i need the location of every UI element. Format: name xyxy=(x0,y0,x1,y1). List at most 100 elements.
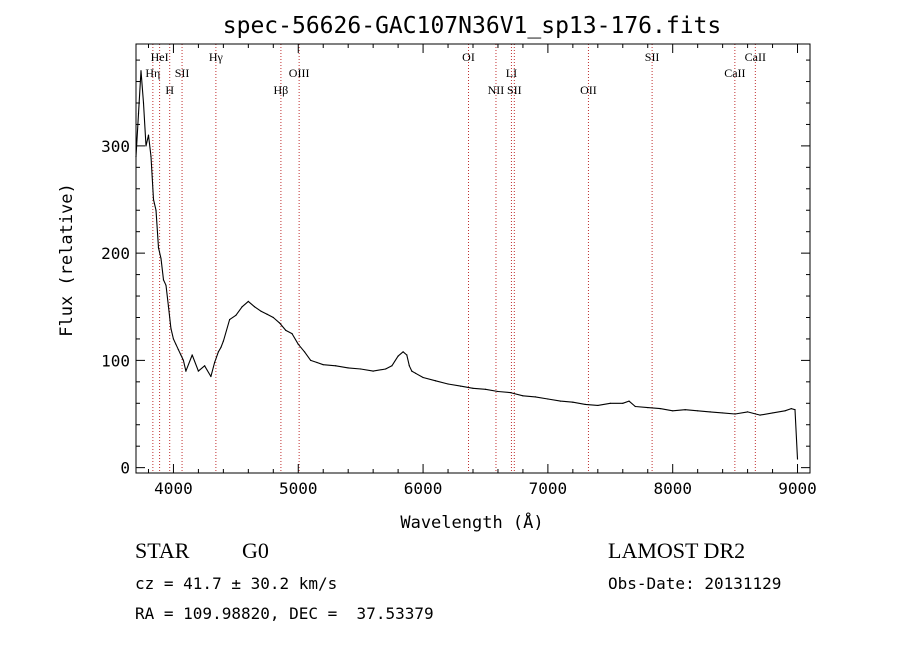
line-marker-label: CaII xyxy=(724,66,745,80)
data-point xyxy=(145,145,147,147)
data-point xyxy=(241,306,243,308)
object-class: STAR xyxy=(135,538,190,563)
data-point xyxy=(150,156,152,158)
data-point xyxy=(472,387,474,389)
data-point xyxy=(157,247,160,249)
line-marker-label: OIII xyxy=(289,66,310,80)
data-point xyxy=(709,411,711,413)
data-point xyxy=(180,354,182,356)
x-axis-label: Wavelength (Å) xyxy=(400,511,543,533)
data-point xyxy=(684,409,686,411)
data-point xyxy=(447,383,449,385)
data-point xyxy=(170,327,172,329)
data-point xyxy=(310,359,312,361)
data-point xyxy=(414,372,417,374)
data-point xyxy=(647,406,649,409)
data-point xyxy=(204,365,206,367)
data-point xyxy=(297,343,299,345)
data-point xyxy=(697,410,699,412)
data-point xyxy=(260,310,262,312)
data-point xyxy=(160,257,162,260)
data-point xyxy=(360,368,362,370)
data-point xyxy=(229,319,231,321)
data-point xyxy=(162,279,165,281)
data-point xyxy=(152,198,155,201)
data-point xyxy=(784,410,786,412)
x-tick-label: 5000 xyxy=(279,479,318,498)
x-tick-label: 9000 xyxy=(778,479,817,498)
redshift-text: cz = 41.7 ± 30.2 km/s xyxy=(135,574,338,593)
x-tick-label: 7000 xyxy=(529,479,568,498)
data-point xyxy=(303,351,306,353)
plot-frame xyxy=(135,43,811,474)
survey-name: LAMOST DR2 xyxy=(608,538,746,563)
data-point xyxy=(291,332,293,335)
line-marker-label: SII xyxy=(645,50,660,64)
data-point xyxy=(253,306,256,308)
y-tick-label: 0 xyxy=(120,459,130,478)
data-point xyxy=(220,346,222,349)
data-point xyxy=(222,340,224,342)
data-point xyxy=(347,367,349,369)
data-point xyxy=(391,365,393,367)
axes: 4000 5000 6000 7000 8000 9000 0 100 200 300 xyxy=(101,44,817,498)
data-point xyxy=(734,413,736,415)
data-point xyxy=(191,354,193,356)
data-point xyxy=(165,284,167,286)
data-point xyxy=(609,402,611,404)
data-point xyxy=(794,409,796,411)
data-point xyxy=(534,396,537,398)
data-point xyxy=(155,209,157,211)
series-line xyxy=(135,70,799,460)
line-marker-label: SII xyxy=(175,66,190,80)
x-tick-label: 8000 xyxy=(653,479,692,498)
line-marker-label: LI xyxy=(506,66,517,80)
data-point xyxy=(217,351,219,353)
data-point xyxy=(285,329,287,331)
data-point xyxy=(335,365,337,367)
data-point xyxy=(142,102,145,104)
series-layer xyxy=(135,70,799,460)
data-point xyxy=(147,134,150,136)
data-point xyxy=(497,390,499,393)
data-point xyxy=(266,313,268,315)
data-point xyxy=(397,355,399,357)
spectrum-chart: spec-56626-GAC107N36V1_sp13-176.fits Hη H… xyxy=(57,13,817,533)
data-point xyxy=(172,338,175,340)
data-point xyxy=(235,314,237,316)
data-point xyxy=(522,395,524,397)
data-point xyxy=(509,391,512,394)
data-point xyxy=(422,376,424,379)
line-marker-label: OI xyxy=(462,50,475,64)
data-point xyxy=(316,361,318,364)
line-marker-label: NII xyxy=(488,83,505,97)
data-point xyxy=(559,400,561,402)
line-marker-label: H xyxy=(165,83,174,97)
y-tick-label: 100 xyxy=(101,351,130,370)
data-point xyxy=(322,364,324,366)
data-point xyxy=(597,404,599,407)
data-point xyxy=(406,354,408,356)
data-point xyxy=(622,402,624,404)
data-point xyxy=(796,458,799,460)
data-point xyxy=(177,349,180,351)
data-point xyxy=(659,408,661,410)
data-point xyxy=(247,300,249,302)
data-point xyxy=(278,322,281,324)
data-point xyxy=(408,365,410,367)
data-point xyxy=(402,351,404,353)
data-point xyxy=(182,359,185,361)
obs-date: Obs-Date: 20131129 xyxy=(608,574,782,593)
line-marker-label: Hη xyxy=(145,66,160,80)
y-tick-label: 300 xyxy=(101,137,130,156)
data-point xyxy=(140,70,142,72)
data-point xyxy=(372,370,374,372)
line-marker-label: SII xyxy=(507,83,522,97)
data-point xyxy=(672,410,674,412)
data-point xyxy=(197,370,200,372)
data-point xyxy=(210,375,212,378)
data-point xyxy=(411,370,413,372)
y-tick-label: 200 xyxy=(101,244,130,263)
chart-title: spec-56626-GAC107N36V1_sp13-176.fits xyxy=(223,13,722,39)
